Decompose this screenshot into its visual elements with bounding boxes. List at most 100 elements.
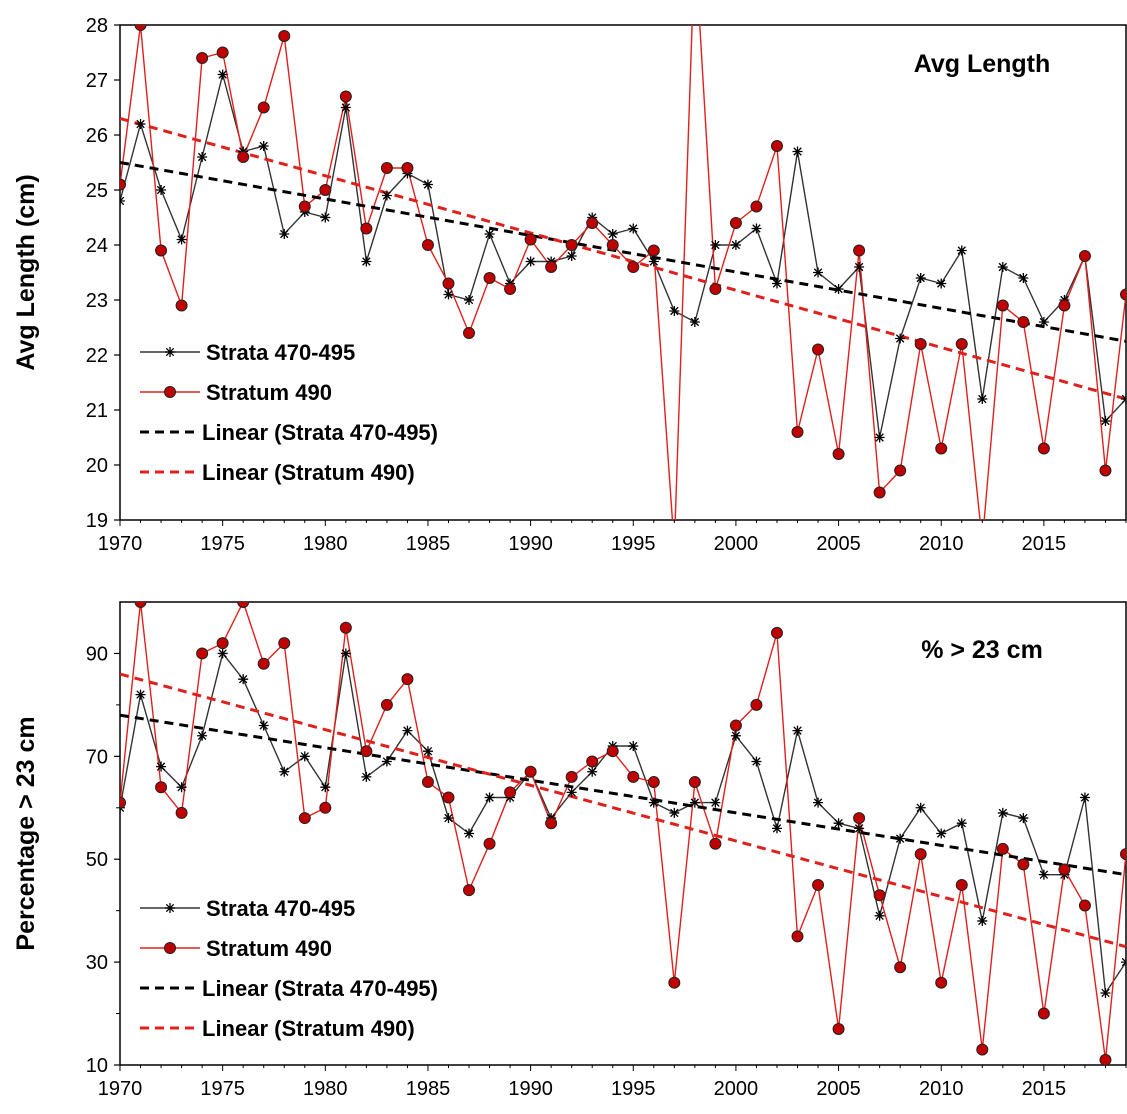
legend-marker-circle bbox=[164, 386, 176, 398]
data-point-strata-470-495 bbox=[628, 223, 639, 234]
data-point-stratum-490 bbox=[955, 338, 968, 350]
data-point-stratum-490 bbox=[894, 464, 907, 477]
data-point-stratum-490 bbox=[688, 776, 701, 789]
x-tick-label: 1985 bbox=[406, 533, 451, 555]
data-point-stratum-490 bbox=[935, 442, 948, 455]
data-point-stratum-490 bbox=[647, 244, 660, 257]
data-point-stratum-490 bbox=[565, 239, 578, 251]
data-point-strata-470-495 bbox=[381, 190, 392, 201]
data-point-strata-470-495 bbox=[1079, 792, 1090, 803]
x-tick-label: 1990 bbox=[508, 533, 553, 555]
data-point-stratum-490 bbox=[298, 812, 311, 825]
y-tick-label: 90 bbox=[86, 643, 108, 665]
legend-label: Strata 470-495 bbox=[206, 340, 355, 365]
data-point-strata-470-495 bbox=[176, 782, 187, 793]
data-point-stratum-490 bbox=[1017, 858, 1030, 871]
data-point-stratum-490 bbox=[709, 837, 722, 850]
data-point-strata-470-495 bbox=[1100, 987, 1111, 998]
data-point-strata-470-495 bbox=[197, 730, 208, 741]
data-point-strata-470-495 bbox=[648, 797, 659, 808]
x-tick-label: 2015 bbox=[1022, 1078, 1067, 1100]
y-axis-label: Percentage > 23 cm bbox=[12, 716, 40, 950]
data-point-stratum-490 bbox=[463, 327, 476, 339]
data-point-strata-470-495 bbox=[279, 766, 290, 777]
data-point-stratum-490 bbox=[1058, 863, 1071, 876]
data-point-stratum-490 bbox=[421, 239, 434, 251]
data-point-strata-470-495 bbox=[771, 823, 782, 834]
data-point-stratum-490 bbox=[120, 178, 126, 191]
data-point-stratum-490 bbox=[524, 765, 537, 778]
data-point-strata-470-495 bbox=[997, 807, 1008, 818]
series-line-stratum-490 bbox=[120, 602, 1126, 1060]
data-point-strata-470-495 bbox=[217, 69, 228, 80]
data-point-strata-470-495 bbox=[1038, 869, 1049, 880]
x-tick-label: 1980 bbox=[303, 533, 348, 555]
data-point-stratum-490 bbox=[586, 217, 599, 229]
data-point-strata-470-495 bbox=[340, 102, 351, 113]
legend-marker-circle bbox=[164, 942, 176, 954]
data-point-strata-470-495 bbox=[156, 761, 167, 772]
plot-area bbox=[120, 602, 1126, 1065]
data-point-stratum-490 bbox=[996, 299, 1009, 312]
data-point-strata-470-495 bbox=[669, 306, 680, 316]
data-point-stratum-490 bbox=[647, 776, 660, 789]
data-point-strata-470-495 bbox=[381, 756, 392, 767]
data-point-strata-470-495 bbox=[833, 284, 844, 294]
data-point-stratum-490 bbox=[770, 626, 783, 639]
legend-marker-star bbox=[165, 347, 175, 357]
data-point-strata-470-495 bbox=[956, 818, 967, 829]
data-point-stratum-490 bbox=[1078, 899, 1091, 912]
data-point-strata-470-495 bbox=[813, 797, 824, 808]
data-point-strata-470-495 bbox=[854, 262, 865, 272]
data-point-stratum-490 bbox=[1058, 299, 1071, 312]
data-point-strata-470-495 bbox=[258, 720, 269, 731]
data-point-stratum-490 bbox=[729, 217, 742, 229]
x-tick-label: 1970 bbox=[98, 533, 143, 555]
data-point-stratum-490 bbox=[565, 770, 578, 783]
data-point-stratum-490 bbox=[812, 878, 825, 891]
data-point-strata-470-495 bbox=[977, 915, 988, 926]
data-point-stratum-490 bbox=[504, 283, 517, 295]
x-tick-label: 2005 bbox=[816, 1078, 861, 1100]
y-tick-label: 20 bbox=[86, 455, 108, 477]
data-point-strata-470-495 bbox=[320, 212, 331, 223]
data-point-stratum-490 bbox=[380, 162, 393, 174]
data-point-stratum-490 bbox=[175, 299, 188, 312]
data-point-stratum-490 bbox=[996, 842, 1009, 855]
data-point-stratum-490 bbox=[955, 878, 968, 891]
data-point-strata-470-495 bbox=[422, 179, 433, 190]
data-point-strata-470-495 bbox=[997, 262, 1008, 272]
data-point-stratum-490 bbox=[237, 602, 250, 608]
data-point-stratum-490 bbox=[1037, 442, 1050, 455]
data-point-stratum-490 bbox=[1078, 250, 1091, 262]
data-point-stratum-490 bbox=[791, 930, 804, 943]
data-point-strata-470-495 bbox=[464, 295, 475, 305]
data-point-stratum-490 bbox=[1037, 1007, 1050, 1020]
trendline-strata-470-495 bbox=[120, 161, 1126, 343]
data-point-strata-470-495 bbox=[361, 256, 372, 267]
legend: Strata 470-495 Stratum 490 Linear (Strata … bbox=[140, 896, 438, 1041]
data-point-stratum-490 bbox=[545, 261, 558, 273]
data-point-stratum-490 bbox=[278, 30, 291, 42]
data-point-strata-470-495 bbox=[792, 725, 803, 736]
x-tick-label: 2010 bbox=[919, 533, 964, 555]
data-point-stratum-490 bbox=[750, 200, 763, 213]
data-point-stratum-490 bbox=[914, 338, 927, 350]
data-point-stratum-490 bbox=[483, 272, 496, 284]
data-point-stratum-490 bbox=[339, 621, 352, 634]
data-point-strata-470-495 bbox=[587, 766, 598, 777]
data-point-strata-470-495 bbox=[648, 256, 659, 267]
data-point-strata-470-495 bbox=[484, 229, 495, 239]
data-point-stratum-490 bbox=[1120, 848, 1126, 861]
data-point-stratum-490 bbox=[976, 1043, 989, 1056]
legend-label: Stratum 490 bbox=[206, 936, 332, 961]
data-point-stratum-490 bbox=[770, 140, 783, 152]
data-point-strata-470-495 bbox=[443, 813, 454, 824]
data-point-stratum-490 bbox=[278, 637, 291, 650]
data-point-strata-470-495 bbox=[854, 823, 865, 834]
data-point-stratum-490 bbox=[832, 448, 845, 460]
data-point-stratum-490 bbox=[360, 745, 373, 758]
data-point-strata-470-495 bbox=[156, 185, 167, 195]
data-point-stratum-490 bbox=[401, 673, 414, 686]
